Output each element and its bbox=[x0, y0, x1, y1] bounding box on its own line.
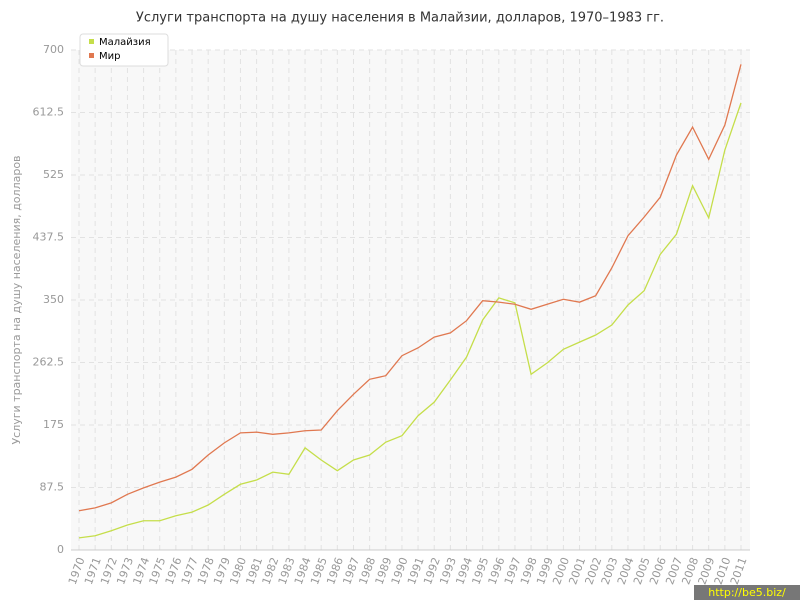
y-tick-label: 87.5 bbox=[40, 481, 65, 494]
watermark-bg bbox=[694, 585, 800, 600]
line-series bbox=[78, 102, 742, 539]
legend-swatch bbox=[89, 53, 94, 58]
legend-label: Малайзия bbox=[99, 37, 151, 48]
legend-box bbox=[79, 33, 169, 67]
y-tick-label: 612.5 bbox=[33, 106, 65, 119]
y-tick-label: 262.5 bbox=[33, 356, 65, 369]
line-series bbox=[78, 64, 742, 512]
watermark: http://be5.biz/ bbox=[708, 586, 786, 599]
y-tick-label: 350 bbox=[43, 293, 64, 306]
y-tick-label: 437.5 bbox=[33, 231, 65, 244]
legend-swatch bbox=[89, 39, 94, 44]
y-tick-label: 700 bbox=[43, 43, 64, 56]
y-tick-label: 0 bbox=[57, 543, 64, 556]
y-tick-label: 175 bbox=[43, 418, 64, 431]
legend-label: Мир bbox=[99, 51, 120, 62]
chart-title: Услуги транспорта на душу населения в Ма… bbox=[136, 11, 664, 26]
plot-area bbox=[71, 50, 750, 550]
y-axis-label: Услуги транспорта на душу населения, дол… bbox=[10, 155, 23, 444]
y-tick-label: 525 bbox=[43, 168, 64, 181]
